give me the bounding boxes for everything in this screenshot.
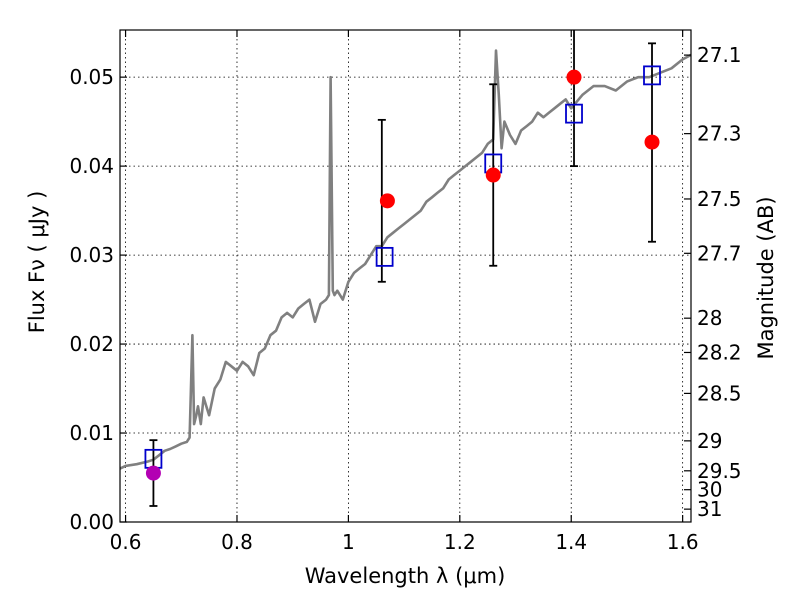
x-tick-label: 1.2 — [444, 530, 476, 554]
x-tick-label: 1 — [342, 530, 355, 554]
magnitude-tick-label: 29.5 — [697, 459, 742, 483]
magnitude-tick-label: 27.1 — [697, 43, 742, 67]
model-spectrum-line — [120, 49, 691, 470]
observed-flux-point — [485, 167, 501, 183]
magnitude-tick-label: 30 — [697, 478, 722, 502]
observed-flux-point — [379, 193, 395, 209]
magnitude-tick-label: 27.5 — [697, 187, 742, 211]
x-axis-label: Wavelength λ (μm) — [305, 564, 506, 588]
magnitude-axis-label: Magnitude (AB) — [754, 196, 778, 359]
observed-flux-point — [145, 465, 161, 481]
y-tick-label: 0.01 — [69, 421, 114, 445]
magnitude-tick-label: 28.5 — [697, 381, 742, 405]
axes-frame — [119, 29, 692, 523]
magnitude-tick-label: 28 — [697, 306, 722, 330]
y-tick-label: 0.05 — [69, 65, 114, 89]
magnitude-tick-label: 28.2 — [697, 340, 742, 364]
x-tick-label: 1.4 — [555, 530, 587, 554]
x-axis: 0.6 0.8 1 1.2 1.4 1.6 — [110, 30, 699, 554]
magnitude-tick-label: 27.7 — [697, 241, 742, 265]
x-tick-label: 0.6 — [110, 530, 142, 554]
magnitude-tick-label: 31 — [697, 497, 722, 521]
plot-area — [120, 30, 691, 507]
observed-flux-point — [644, 134, 660, 150]
y-tick-label: 0.02 — [69, 332, 114, 356]
model-band-flux-marker — [643, 65, 661, 86]
y-tick-label: 0.03 — [69, 243, 114, 267]
model-band-flux-marker — [375, 246, 394, 267]
model-band-flux-marker — [565, 103, 583, 124]
magnitude-tick-label: 27.3 — [697, 122, 742, 146]
x-tick-label: 1.6 — [667, 530, 699, 554]
y-tick-label: 0.00 — [69, 510, 114, 534]
observed-flux-point — [566, 69, 582, 85]
magnitude-tick-label: 29 — [697, 429, 722, 453]
y-tick-label: 0.04 — [69, 154, 114, 178]
y-axis-label: Flux Fν ( μJy ) — [25, 191, 49, 334]
x-tick-label: 0.8 — [221, 530, 253, 554]
grid — [120, 30, 691, 523]
y-axis: 0.00 0.01 0.02 0.03 0.04 0.05 — [69, 65, 127, 534]
